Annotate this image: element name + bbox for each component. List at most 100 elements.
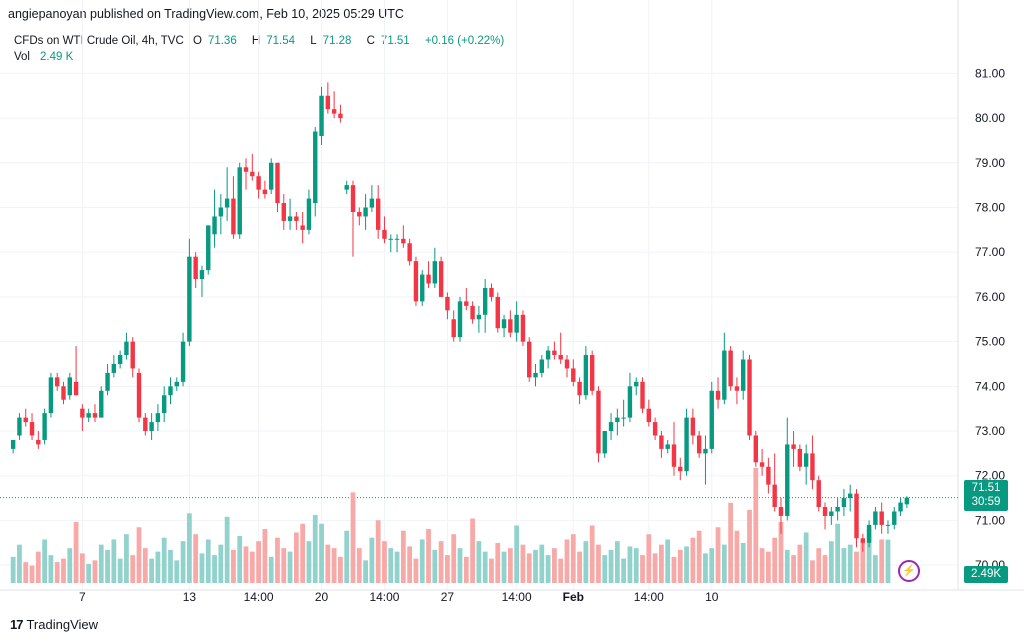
volume-bar: [382, 541, 387, 583]
candle-body: [55, 377, 60, 387]
candle-body: [885, 524, 891, 526]
volume-bar: [482, 551, 488, 583]
candle-body: [218, 207, 224, 217]
volume-bar: [186, 513, 192, 583]
candle-body: [684, 417, 689, 472]
volume-bar: [841, 548, 847, 583]
candle-body: [816, 480, 821, 508]
volume-bar: [281, 548, 287, 583]
candle-body: [678, 466, 683, 472]
time-tick-label: 14:00: [634, 590, 664, 604]
candle-body: [464, 301, 469, 306]
volume-bar: [728, 502, 734, 583]
volume-bar: [545, 555, 551, 583]
open-label: O: [192, 35, 202, 47]
volume-bar: [621, 558, 627, 583]
volume-bar: [325, 544, 331, 583]
volume-bar: [98, 544, 104, 583]
candle-body: [615, 417, 620, 423]
volume-bar: [369, 537, 375, 583]
lightning-icon[interactable]: ⚡: [898, 560, 920, 582]
volume-bar: [753, 468, 759, 583]
volume-bar: [67, 548, 73, 583]
footer-brand[interactable]: 17 TradingView: [10, 617, 98, 632]
time-tick-label: 20: [315, 590, 329, 604]
volume-bar: [533, 549, 538, 583]
candle-body: [401, 238, 406, 244]
candle-body: [665, 444, 670, 449]
volume-bar: [520, 544, 526, 583]
volume-bar: [438, 541, 444, 583]
volume-bar: [300, 523, 306, 583]
candle-body: [696, 435, 702, 454]
volume-bar: [828, 541, 834, 583]
volume-bar: [10, 556, 16, 583]
candle-body: [124, 341, 129, 356]
candle-body: [766, 466, 771, 485]
volume-bar: [136, 527, 142, 583]
volume-bar: [489, 558, 494, 583]
volume-bar: [810, 560, 815, 583]
volume-bar: [363, 560, 368, 583]
volume-bar: [29, 565, 35, 583]
candle-body: [432, 261, 438, 284]
candle-body: [161, 395, 167, 414]
candle-body: [262, 189, 268, 195]
volume-bar: [703, 553, 708, 583]
candle-body: [319, 95, 324, 136]
candle-body: [627, 386, 633, 418]
volume-value: 2.49 K: [40, 51, 74, 63]
candle-body: [734, 386, 740, 391]
candle-body: [860, 538, 865, 543]
candle-body: [772, 484, 777, 508]
volume-bar: [180, 541, 186, 583]
candle-body: [143, 417, 148, 432]
price-tick-label: 80.00: [975, 111, 1005, 125]
candle-body: [451, 319, 456, 338]
candle-body: [394, 238, 400, 240]
candle-body: [111, 363, 117, 373]
candle-body: [105, 372, 110, 391]
volume-label[interactable]: Vol: [14, 51, 30, 63]
volume-bar: [665, 539, 671, 583]
candle-body: [350, 185, 356, 212]
candle-body: [187, 256, 192, 342]
volume-bar: [54, 562, 60, 583]
candle-body: [489, 287, 494, 297]
time-axis[interactable]: 7 13 14:00 20 14:00 27 14:00 Feb 14:00 10: [79, 590, 719, 604]
candle-body: [199, 270, 205, 280]
candle-body: [866, 524, 872, 543]
candle-body: [741, 359, 746, 391]
candle-body: [426, 274, 431, 284]
volume-bar: [445, 555, 450, 583]
candle-body: [873, 511, 878, 525]
time-tick-label: 14:00: [244, 590, 274, 604]
candle-body: [48, 377, 54, 414]
symbol-label[interactable]: CFDs on WTI Crude Oil, 4h, TVC: [14, 35, 184, 47]
volume-bar: [394, 551, 400, 583]
time-tick-label: Feb: [563, 590, 584, 604]
volume-bar: [48, 555, 54, 583]
low-value: 71.28: [322, 35, 352, 47]
candle-body: [571, 368, 576, 382]
brand-name: TradingView: [26, 617, 99, 632]
volume-bar: [426, 528, 431, 583]
time-tick-label: 10: [705, 590, 719, 604]
volume-bar: [646, 534, 652, 583]
candle-body: [646, 408, 652, 423]
volume-bar: [784, 549, 790, 583]
candle-body: [174, 381, 179, 387]
volume-bar: [155, 551, 161, 583]
volume-bar: [451, 534, 457, 583]
candle-body: [10, 439, 16, 449]
volume-bar: [262, 528, 268, 583]
volume-bar: [747, 509, 752, 583]
volume-bar: [400, 530, 406, 583]
candle-body: [508, 319, 513, 333]
time-tick-label: 27: [441, 590, 455, 604]
candle-body: [904, 497, 910, 505]
volume-bar: [212, 555, 217, 583]
volume-bar: [570, 534, 576, 583]
volume-bar: [375, 520, 381, 583]
